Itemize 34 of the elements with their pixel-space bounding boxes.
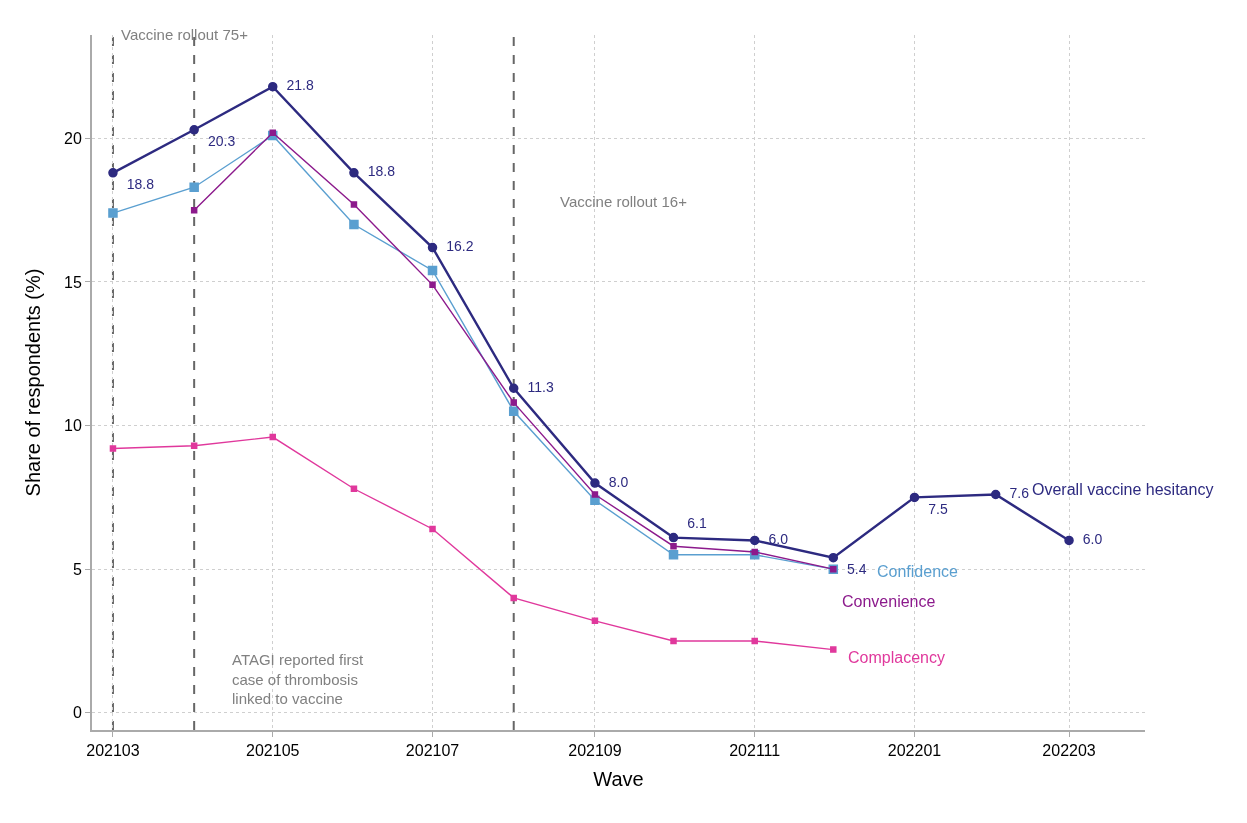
y-tick-label: 20 — [64, 129, 82, 147]
ref-line-label: Vaccine rollout 75+ — [121, 26, 249, 43]
data-label: 11.3 — [519, 378, 554, 395]
ref-line-label: ATAGI reported first case of thrombosis linked to vaccine — [232, 651, 364, 707]
data-label: 7.6 — [1001, 485, 1030, 501]
series-label: Overall vaccine hesitancy — [1032, 481, 1214, 498]
x-tick-label: 202111 — [729, 742, 781, 760]
x-tick-label: 202203 — [1042, 742, 1096, 760]
series-label: Complacency — [848, 649, 945, 666]
y-tick-label: 15 — [64, 273, 82, 291]
data-label: 6.1 — [679, 515, 707, 532]
y-axis-title: Share of respondents (%) — [22, 268, 44, 497]
data-label: 5.4 — [839, 561, 867, 578]
x-tick-label: 202107 — [405, 742, 460, 760]
data-label: 8.0 — [600, 473, 629, 490]
data-label: 16.2 — [438, 238, 474, 255]
x-tick-label: 202105 — [246, 742, 300, 760]
data-label: 6.0 — [760, 530, 789, 547]
data-label: 18.8 — [118, 176, 155, 193]
data-label: 18.8 — [359, 163, 396, 180]
x-axis-title: Wave — [593, 768, 644, 791]
data-label: 20.3 — [200, 133, 236, 150]
series-label: Convenience — [842, 593, 936, 610]
data-label: 6.0 — [1075, 530, 1103, 547]
y-tick-label: 10 — [64, 417, 82, 435]
y-tick-label: 0 — [72, 704, 82, 722]
data-label: 21.8 — [278, 77, 314, 94]
y-tick-label: 5 — [72, 560, 82, 578]
x-tick-label: 202109 — [568, 742, 622, 760]
ref-line-label: Vaccine rollout 16+ — [560, 193, 688, 210]
x-tick-label: 202201 — [887, 742, 942, 760]
text: Confidence — [877, 563, 959, 580]
x-tick-label: 202103 — [86, 742, 140, 760]
data-label: 7.5 — [920, 500, 948, 517]
